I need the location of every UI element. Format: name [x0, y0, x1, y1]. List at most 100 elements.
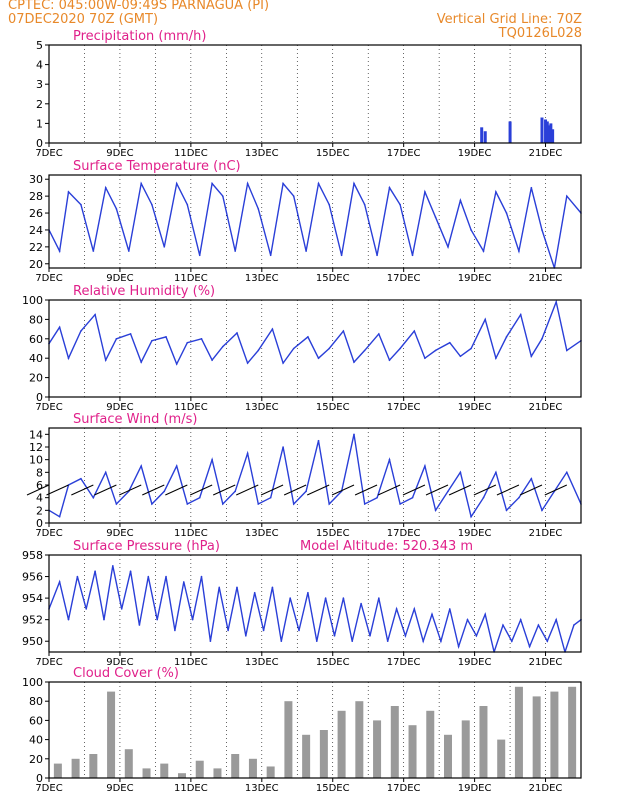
wind-data-point [363, 503, 366, 505]
pressure-data-point [475, 635, 478, 637]
cloud-bar [248, 758, 257, 778]
wind-arrow [165, 484, 188, 496]
x-tick-label: 19DEC [458, 528, 492, 539]
rh-data-point [413, 330, 416, 332]
pressure-data-point [324, 597, 327, 599]
cloud-bar [71, 758, 80, 778]
x-tick-label: 9DEC [106, 273, 133, 284]
precip-frame [48, 44, 582, 144]
cloud-bar [550, 691, 559, 778]
x-tick-label: 21DEC [529, 402, 563, 413]
precip-bar [549, 123, 553, 143]
y-tick-label: 40 [29, 352, 43, 365]
y-tick-label: 950 [22, 635, 43, 648]
wind-data-point [317, 439, 320, 442]
x-tick-label: 7DEC [35, 148, 62, 159]
temp-data-point [198, 254, 201, 257]
header-grid-note: Vertical Grid Line: 70Z [436, 12, 582, 27]
temp-data-point [495, 191, 497, 193]
pressure-data-point [138, 624, 141, 626]
wind-arrow [260, 484, 284, 496]
pressure-data-point [236, 586, 238, 589]
pressure-data-point [227, 629, 229, 632]
x-tick-label: 17DEC [387, 273, 421, 284]
wind-data-point [115, 503, 118, 505]
x-tick-label: 19DEC [458, 273, 492, 284]
temp-data-point [92, 250, 95, 252]
wind-data-point [58, 515, 61, 518]
wind-arrow [473, 484, 497, 496]
wind-arrow [425, 484, 449, 496]
rh-data-point [388, 359, 391, 361]
wind-data-point [257, 503, 260, 505]
cloud-frame [48, 681, 582, 779]
x-tick-label: 13DEC [245, 657, 279, 668]
pressure-data-point [147, 575, 150, 578]
x-tick-label: 11DEC [174, 657, 208, 668]
temp-data-point [411, 254, 414, 257]
rh-data-point [104, 359, 107, 361]
cloud-bar [195, 760, 204, 778]
wind-data-point [541, 509, 543, 512]
pressure-data-point [351, 640, 354, 643]
precip-bar [483, 131, 487, 143]
cloud-bar [160, 763, 169, 778]
y-tick-label: 954 [22, 592, 43, 605]
y-tick-label: 60 [29, 333, 43, 346]
pressure-data-point [103, 618, 105, 621]
pressure-data-point [511, 640, 513, 643]
pressure-data-point [58, 581, 61, 583]
pressure-data-point [360, 602, 362, 605]
rh-data-point [434, 349, 437, 352]
temp-data-point [340, 254, 343, 257]
wind-arrow [236, 484, 259, 496]
pressure-annotation: Model Altitude: 520.343 m [300, 539, 473, 554]
cloud-bar [461, 720, 470, 778]
temp-data-point [353, 182, 355, 185]
rh-data-point [94, 313, 96, 316]
pressure-panel: 950 952 954 956 958 7DEC 9DEC 11DEC 13DEC 15DEC 17… [22, 539, 582, 668]
x-tick-label: 9DEC [106, 148, 133, 159]
y-tick-label: 100 [22, 294, 43, 307]
rh-data-point [353, 361, 355, 363]
wind-arrow [46, 484, 69, 496]
wind-arrow [331, 484, 355, 496]
rh-data-point [140, 361, 143, 363]
rh-data-point [165, 336, 167, 338]
pressure-series-line [49, 565, 581, 652]
wind-arrow [448, 484, 472, 496]
wind-title: Surface Wind (m/s) [73, 412, 197, 427]
wind-arrow [26, 484, 50, 496]
rh-data-point [328, 347, 330, 350]
rh-data-point [484, 318, 487, 321]
rh-series-line [49, 300, 581, 366]
rh-data-point [236, 332, 238, 334]
temp-panel: 20 22 24 26 28 30 7DEC 9DEC 11DEC 13DEC 15DEC 17DEC… [29, 159, 582, 284]
x-tick-label: 21DEC [529, 657, 563, 668]
temp-data-point [566, 195, 568, 197]
wind-data-point [399, 503, 401, 505]
cloud-bar [302, 734, 311, 778]
rh-panel: 0 20 40 60 80 100 7DEC 9DEC 11DEC 13DEC 15DEC 17DEC… [22, 284, 582, 413]
wind-data-point [505, 509, 508, 512]
wind-arrow [306, 484, 330, 496]
x-tick-label: 11DEC [174, 528, 208, 539]
header-location: CPTEC: 045:00W-09:49S PARNAGUA (PI) [8, 0, 270, 13]
temp-data-point [447, 246, 449, 248]
pressure-data-point [315, 640, 318, 643]
temp-data-point [376, 254, 378, 257]
x-tick-label: 15DEC [316, 783, 350, 794]
rh-data-point [175, 363, 178, 365]
wind-data-point [447, 490, 449, 493]
temp-data-point [482, 250, 485, 252]
cloud-bar [444, 734, 452, 778]
cloud-bar [337, 710, 346, 778]
pressure-data-point [85, 608, 88, 610]
temp-data-point [221, 195, 224, 197]
pressure-data-point [253, 591, 256, 594]
cloud-bar [213, 768, 222, 778]
wind-arrow [354, 484, 378, 496]
wind-data-point [175, 465, 178, 467]
y-tick-label: 0 [36, 391, 43, 404]
pressure-data-point [431, 613, 433, 616]
